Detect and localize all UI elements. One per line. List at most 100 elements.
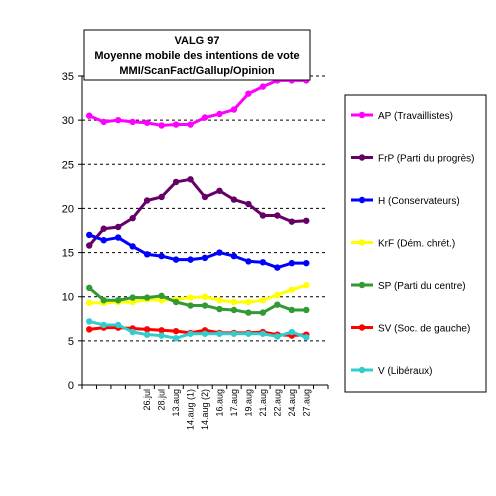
data-point [86, 326, 93, 333]
data-point [201, 330, 209, 337]
y-tick-label: 0 [68, 380, 74, 392]
series-line [88, 319, 307, 340]
series-line [88, 286, 307, 315]
data-point [100, 297, 107, 304]
data-point [172, 256, 180, 263]
data-point [143, 331, 151, 338]
series-line [88, 177, 307, 247]
data-point [274, 333, 281, 340]
axes: 0 5 10 15 20 25 30 35 26.jul 28.jul 13.aug 14.aug (… [62, 71, 329, 430]
data-point [129, 243, 136, 250]
data-point [274, 301, 281, 308]
legend-label: SV (Soc. de gauche) [378, 324, 470, 335]
x-tick-label: 14.aug (2) [200, 389, 210, 430]
data-point [158, 292, 165, 300]
data-point [230, 106, 238, 113]
data-point [245, 298, 252, 306]
data-point [143, 197, 151, 204]
data-point [172, 178, 180, 186]
data-point [187, 256, 194, 263]
data-point [172, 121, 180, 128]
series-group [86, 231, 310, 271]
data-point [114, 116, 122, 124]
data-point [259, 309, 267, 316]
data-point [288, 306, 296, 314]
data-point [86, 231, 93, 239]
series-line [88, 233, 307, 270]
data-point [303, 334, 310, 341]
data-point [230, 330, 238, 337]
data-point [259, 83, 267, 90]
data-point [245, 200, 252, 208]
y-tick-label: 20 [62, 203, 74, 215]
data-point [100, 237, 107, 244]
data-point [143, 251, 151, 258]
legend-swatch-marker [358, 366, 366, 374]
data-point [216, 297, 223, 304]
y-tick-label: 30 [62, 115, 74, 127]
data-point [288, 286, 296, 293]
x-tick-label: 13.aug [171, 389, 181, 417]
data-point [259, 259, 267, 266]
legend-label: SP (Parti du centre) [378, 281, 466, 292]
legend-label: H (Conservateurs) [378, 196, 460, 207]
data-point [288, 259, 296, 267]
data-point [187, 330, 194, 337]
data-point [245, 309, 252, 316]
data-point [86, 318, 93, 325]
data-point [187, 121, 194, 128]
x-tick-label: 27.aug [301, 389, 311, 417]
data-point [245, 90, 252, 97]
data-point [129, 214, 136, 222]
data-point [129, 294, 136, 301]
data-point [201, 114, 209, 121]
x-tick-label: 28.jul [157, 389, 167, 411]
data-point [201, 193, 209, 201]
data-point [158, 332, 165, 339]
data-point [172, 335, 180, 342]
y-tick-label: 25 [62, 159, 74, 171]
series-group [86, 284, 310, 316]
data-point [303, 306, 310, 314]
x-tick-label: 21.aug [258, 389, 268, 417]
x-tick-label: 19.aug [243, 389, 253, 417]
title-box [83, 29, 311, 81]
x-tick-label: 26.jul [142, 389, 152, 411]
legend-swatch-marker [358, 324, 366, 331]
y-tick-label: 5 [68, 336, 74, 348]
data-point [259, 330, 267, 337]
data-point [230, 298, 238, 306]
data-point [143, 326, 151, 333]
data-point [201, 293, 209, 300]
data-point [172, 298, 180, 306]
data-point [172, 327, 180, 335]
data-point [100, 118, 107, 126]
data-point [114, 234, 122, 241]
x-tick-label: 16.aug [214, 389, 224, 417]
legend-label: AP (Travaillistes) [378, 111, 453, 122]
data-point [187, 294, 194, 301]
legend-label: V (Libéraux) [378, 366, 432, 377]
title-line: Moyenne mobile des intentions de vote [94, 50, 299, 62]
data-point [86, 112, 93, 119]
legend-swatch-marker [358, 196, 366, 204]
data-point [230, 252, 238, 260]
data-point [143, 119, 151, 126]
data-point [288, 328, 296, 336]
data-point [114, 297, 122, 304]
chart-title: VALG 97 Moyenne mobile des intentions de … [83, 29, 311, 81]
data-point [274, 212, 281, 219]
data-point [114, 321, 122, 329]
data-point [303, 282, 310, 289]
data-point [143, 294, 151, 301]
data-point [158, 193, 165, 201]
data-point [100, 321, 107, 329]
data-point [303, 259, 310, 267]
data-point [129, 328, 136, 336]
data-point [245, 330, 252, 337]
data-point [158, 252, 165, 260]
data-point [158, 327, 165, 334]
legend: AP (Travaillistes) FrP (Parti du progrès)… [344, 94, 487, 393]
data-point [259, 297, 267, 304]
